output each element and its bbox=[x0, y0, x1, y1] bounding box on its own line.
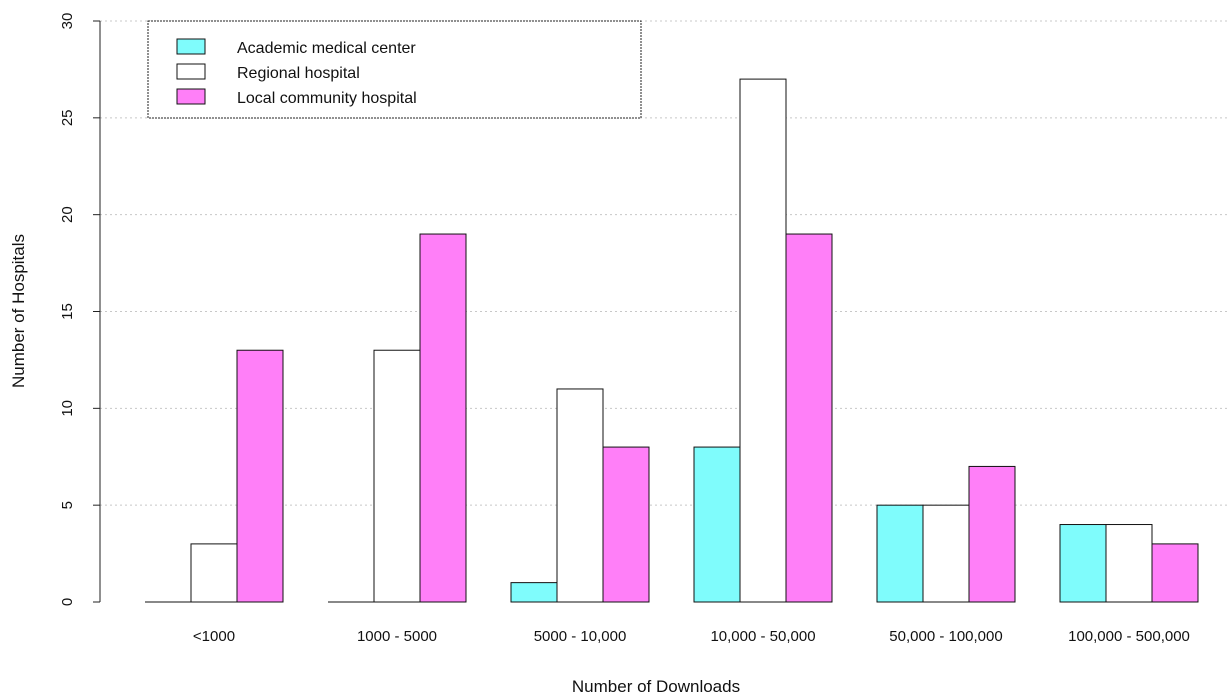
bar bbox=[602, 446, 650, 603]
y-tick-label: 25 bbox=[59, 109, 76, 126]
x-tick-label: 10,000 - 50,000 bbox=[710, 628, 815, 645]
bar bbox=[876, 504, 924, 603]
x-tick-labels: <1000 1000 - 5000 5000 - 10,000 10,000 - 50… bbox=[193, 628, 1190, 645]
bar bbox=[236, 349, 284, 603]
x-tick-label: 50,000 - 100,000 bbox=[889, 628, 1002, 645]
bar bbox=[1059, 524, 1107, 603]
grid-layer bbox=[100, 20, 1229, 506]
x-tick-label: 1000 - 5000 bbox=[357, 628, 437, 645]
y-tick-label: 0 bbox=[59, 598, 76, 606]
x-tick-label: 100,000 - 500,000 bbox=[1068, 628, 1190, 645]
legend-swatch bbox=[176, 63, 206, 80]
y-tick-label: 5 bbox=[59, 501, 76, 509]
x-axis-label: Number of Downloads bbox=[572, 677, 740, 696]
y-axis: 0 5 10 15 20 25 30 bbox=[59, 13, 101, 606]
legend-box bbox=[147, 20, 642, 119]
bar bbox=[373, 349, 421, 603]
bar bbox=[968, 465, 1016, 603]
legend: Academic medical center Regional hospital… bbox=[147, 20, 642, 119]
legend-label: Academic medical center bbox=[237, 40, 416, 57]
y-tick-label: 30 bbox=[59, 13, 76, 30]
bars-layer bbox=[145, 78, 1199, 603]
legend-swatch bbox=[176, 88, 206, 105]
bar bbox=[1105, 524, 1153, 603]
bar bbox=[556, 388, 604, 603]
bar bbox=[693, 446, 741, 603]
bar bbox=[510, 582, 558, 603]
y-tick-label: 10 bbox=[59, 400, 76, 417]
y-tick-label: 20 bbox=[59, 206, 76, 223]
x-tick-label: <1000 bbox=[193, 628, 235, 645]
y-tick-label: 15 bbox=[59, 303, 76, 320]
bar bbox=[922, 504, 970, 603]
x-tick-label: 5000 - 10,000 bbox=[534, 628, 627, 645]
bar bbox=[739, 78, 787, 603]
bar bbox=[785, 233, 833, 603]
legend-label: Local community hospital bbox=[237, 90, 417, 107]
bar bbox=[190, 543, 238, 603]
legend-swatch bbox=[176, 38, 206, 55]
y-axis-label: Number of Hospitals bbox=[9, 234, 28, 388]
bar bbox=[419, 233, 467, 603]
bar bbox=[1151, 543, 1199, 603]
legend-label: Regional hospital bbox=[237, 65, 360, 82]
